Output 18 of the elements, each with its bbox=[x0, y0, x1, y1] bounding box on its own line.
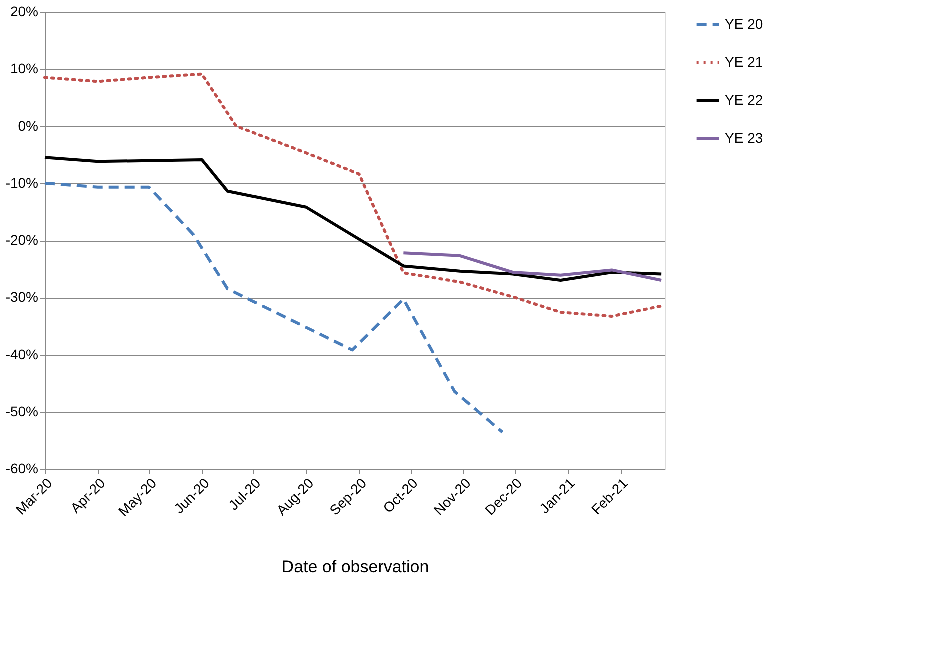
y-tick-label: -50% bbox=[6, 403, 38, 420]
y-tick-label: -60% bbox=[6, 460, 38, 476]
legend-label: YE 22 bbox=[725, 92, 764, 108]
y-tick-label: -40% bbox=[6, 346, 38, 362]
legend-label: YE 20 bbox=[725, 16, 764, 32]
y-tick-label: -10% bbox=[6, 174, 38, 191]
y-tick-label: 0% bbox=[18, 118, 38, 134]
legend-label: YE 21 bbox=[725, 54, 764, 70]
x-axis-title: Date of observation bbox=[282, 557, 430, 576]
line-series bbox=[44, 156, 664, 282]
y-tick-label: -20% bbox=[6, 232, 38, 248]
legend-label: YE 23 bbox=[725, 130, 764, 146]
y-tick-label: 10% bbox=[10, 60, 38, 77]
line-series bbox=[44, 182, 504, 434]
line-series bbox=[44, 72, 664, 318]
line-series bbox=[402, 252, 664, 282]
y-tick-label: 20% bbox=[10, 4, 38, 20]
y-tick-label: -30% bbox=[6, 289, 38, 306]
